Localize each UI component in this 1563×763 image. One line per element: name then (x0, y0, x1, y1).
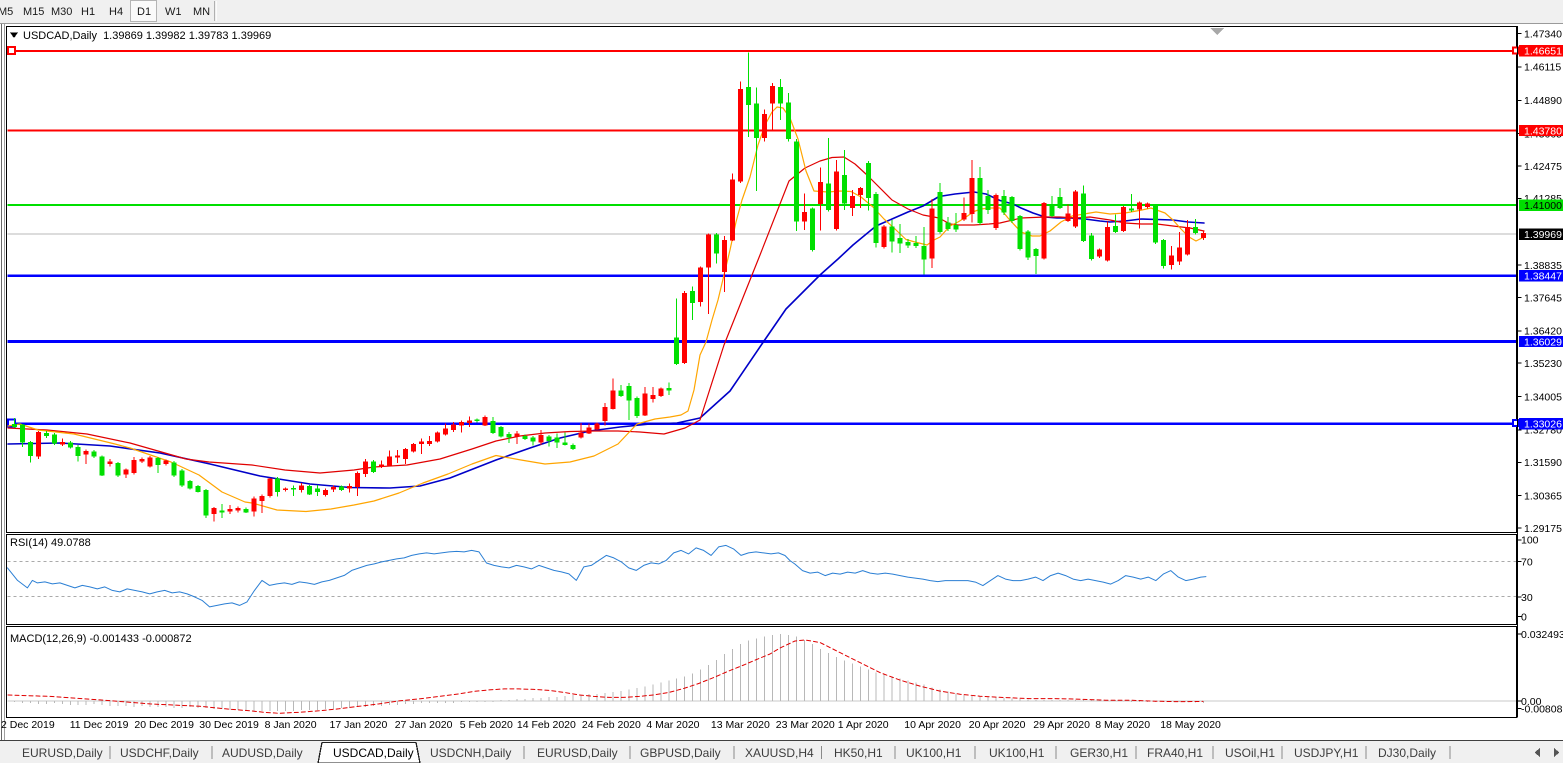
svg-text:30: 30 (1521, 592, 1533, 604)
svg-text:18 May 2020: 18 May 2020 (1160, 719, 1221, 731)
svg-text:AUDUSD,Daily: AUDUSD,Daily (222, 746, 303, 760)
svg-text:5 Feb 2020: 5 Feb 2020 (460, 719, 513, 731)
svg-text:1.34005: 1.34005 (1524, 391, 1562, 403)
svg-text:EURUSD,Daily: EURUSD,Daily (22, 746, 103, 760)
svg-text:H4: H4 (109, 6, 123, 18)
svg-text:100: 100 (1521, 535, 1539, 547)
svg-text:DJ30,Daily: DJ30,Daily (1378, 746, 1436, 760)
svg-text:1.36420: 1.36420 (1524, 326, 1562, 338)
svg-text:GER30,H1: GER30,H1 (1070, 746, 1128, 760)
svg-text:1.47340: 1.47340 (1524, 28, 1562, 40)
svg-text:1.42475: 1.42475 (1524, 161, 1562, 173)
svg-text:1.44890: 1.44890 (1524, 95, 1562, 107)
svg-text:M15: M15 (23, 6, 44, 18)
svg-text:23 Mar 2020: 23 Mar 2020 (776, 719, 835, 731)
svg-text:HK50,H1: HK50,H1 (834, 746, 883, 760)
svg-text:USDCNH,Daily: USDCNH,Daily (430, 746, 511, 760)
svg-text:MACD(12,26,9) -0.001433 -0.000: MACD(12,26,9) -0.001433 -0.000872 (10, 633, 192, 645)
svg-text:USDCAD,Daily 1.39869 1.39982: USDCAD,Daily 1.39869 1.39982 1.39783 1.3… (23, 30, 271, 42)
svg-text:1.37645: 1.37645 (1524, 292, 1562, 304)
svg-text:24 Feb 2020: 24 Feb 2020 (582, 719, 641, 731)
svg-text:XAUUSD,H4: XAUUSD,H4 (745, 746, 814, 760)
svg-text:M5: M5 (0, 6, 13, 18)
svg-text:H1: H1 (81, 6, 95, 18)
svg-text:0: 0 (1521, 612, 1527, 624)
svg-text:D1: D1 (137, 6, 151, 18)
svg-text:20 Apr 2020: 20 Apr 2020 (969, 719, 1026, 731)
svg-text:1.30365: 1.30365 (1524, 490, 1562, 502)
svg-text:1.46651: 1.46651 (1524, 46, 1562, 58)
svg-text:1.31590: 1.31590 (1524, 457, 1562, 469)
svg-text:USDCAD,Daily: USDCAD,Daily (333, 746, 414, 760)
svg-text:1.36029: 1.36029 (1524, 336, 1562, 348)
svg-text:1.39969: 1.39969 (1524, 229, 1562, 241)
svg-text:14 Feb 2020: 14 Feb 2020 (517, 719, 576, 731)
svg-text:29 Apr 2020: 29 Apr 2020 (1033, 719, 1090, 731)
svg-text:27 Jan 2020: 27 Jan 2020 (395, 719, 453, 731)
svg-text:70: 70 (1521, 556, 1533, 568)
svg-text:2 Dec 2019: 2 Dec 2019 (1, 719, 55, 731)
svg-text:W1: W1 (165, 6, 182, 18)
svg-text:0.00: 0.00 (1521, 696, 1542, 708)
svg-text:FRA40,H1: FRA40,H1 (1147, 746, 1203, 760)
svg-text:UK100,H1: UK100,H1 (906, 746, 962, 760)
svg-text:-0.008086: -0.008086 (1521, 703, 1563, 715)
svg-text:UK100,H1: UK100,H1 (989, 746, 1045, 760)
svg-text:8 Jan 2020: 8 Jan 2020 (265, 719, 317, 731)
svg-text:30 Dec 2019: 30 Dec 2019 (199, 719, 259, 731)
svg-text:1.41000: 1.41000 (1524, 200, 1562, 212)
svg-text:1.38835: 1.38835 (1524, 260, 1562, 272)
svg-text:20 Dec 2019: 20 Dec 2019 (134, 719, 194, 731)
svg-text:1.46115: 1.46115 (1524, 62, 1561, 74)
svg-text:0.032493: 0.032493 (1521, 629, 1563, 641)
svg-text:USDJPY,H1: USDJPY,H1 (1294, 746, 1359, 760)
svg-text:EURUSD,Daily: EURUSD,Daily (537, 746, 618, 760)
svg-text:M30: M30 (51, 6, 72, 18)
svg-text:13 Mar 2020: 13 Mar 2020 (711, 719, 770, 731)
svg-text:1.38447: 1.38447 (1524, 270, 1562, 282)
svg-text:1.43780: 1.43780 (1524, 125, 1562, 137)
svg-text:RSI(14) 49.0788: RSI(14) 49.0788 (10, 537, 91, 549)
svg-text:1.29175: 1.29175 (1524, 523, 1562, 535)
svg-text:1 Apr 2020: 1 Apr 2020 (838, 719, 889, 731)
svg-text:1.33026: 1.33026 (1524, 418, 1562, 430)
svg-text:USOil,H1: USOil,H1 (1225, 746, 1275, 760)
svg-text:USDCHF,Daily: USDCHF,Daily (120, 746, 199, 760)
svg-text:4 Mar 2020: 4 Mar 2020 (646, 719, 699, 731)
svg-text:1.35230: 1.35230 (1524, 358, 1562, 370)
svg-text:17 Jan 2020: 17 Jan 2020 (330, 719, 388, 731)
svg-text:MN: MN (193, 6, 210, 18)
svg-text:GBPUSD,Daily: GBPUSD,Daily (640, 746, 721, 760)
svg-text:10 Apr 2020: 10 Apr 2020 (904, 719, 961, 731)
svg-text:11 Dec 2019: 11 Dec 2019 (70, 719, 129, 731)
svg-text:8 May 2020: 8 May 2020 (1095, 719, 1150, 731)
